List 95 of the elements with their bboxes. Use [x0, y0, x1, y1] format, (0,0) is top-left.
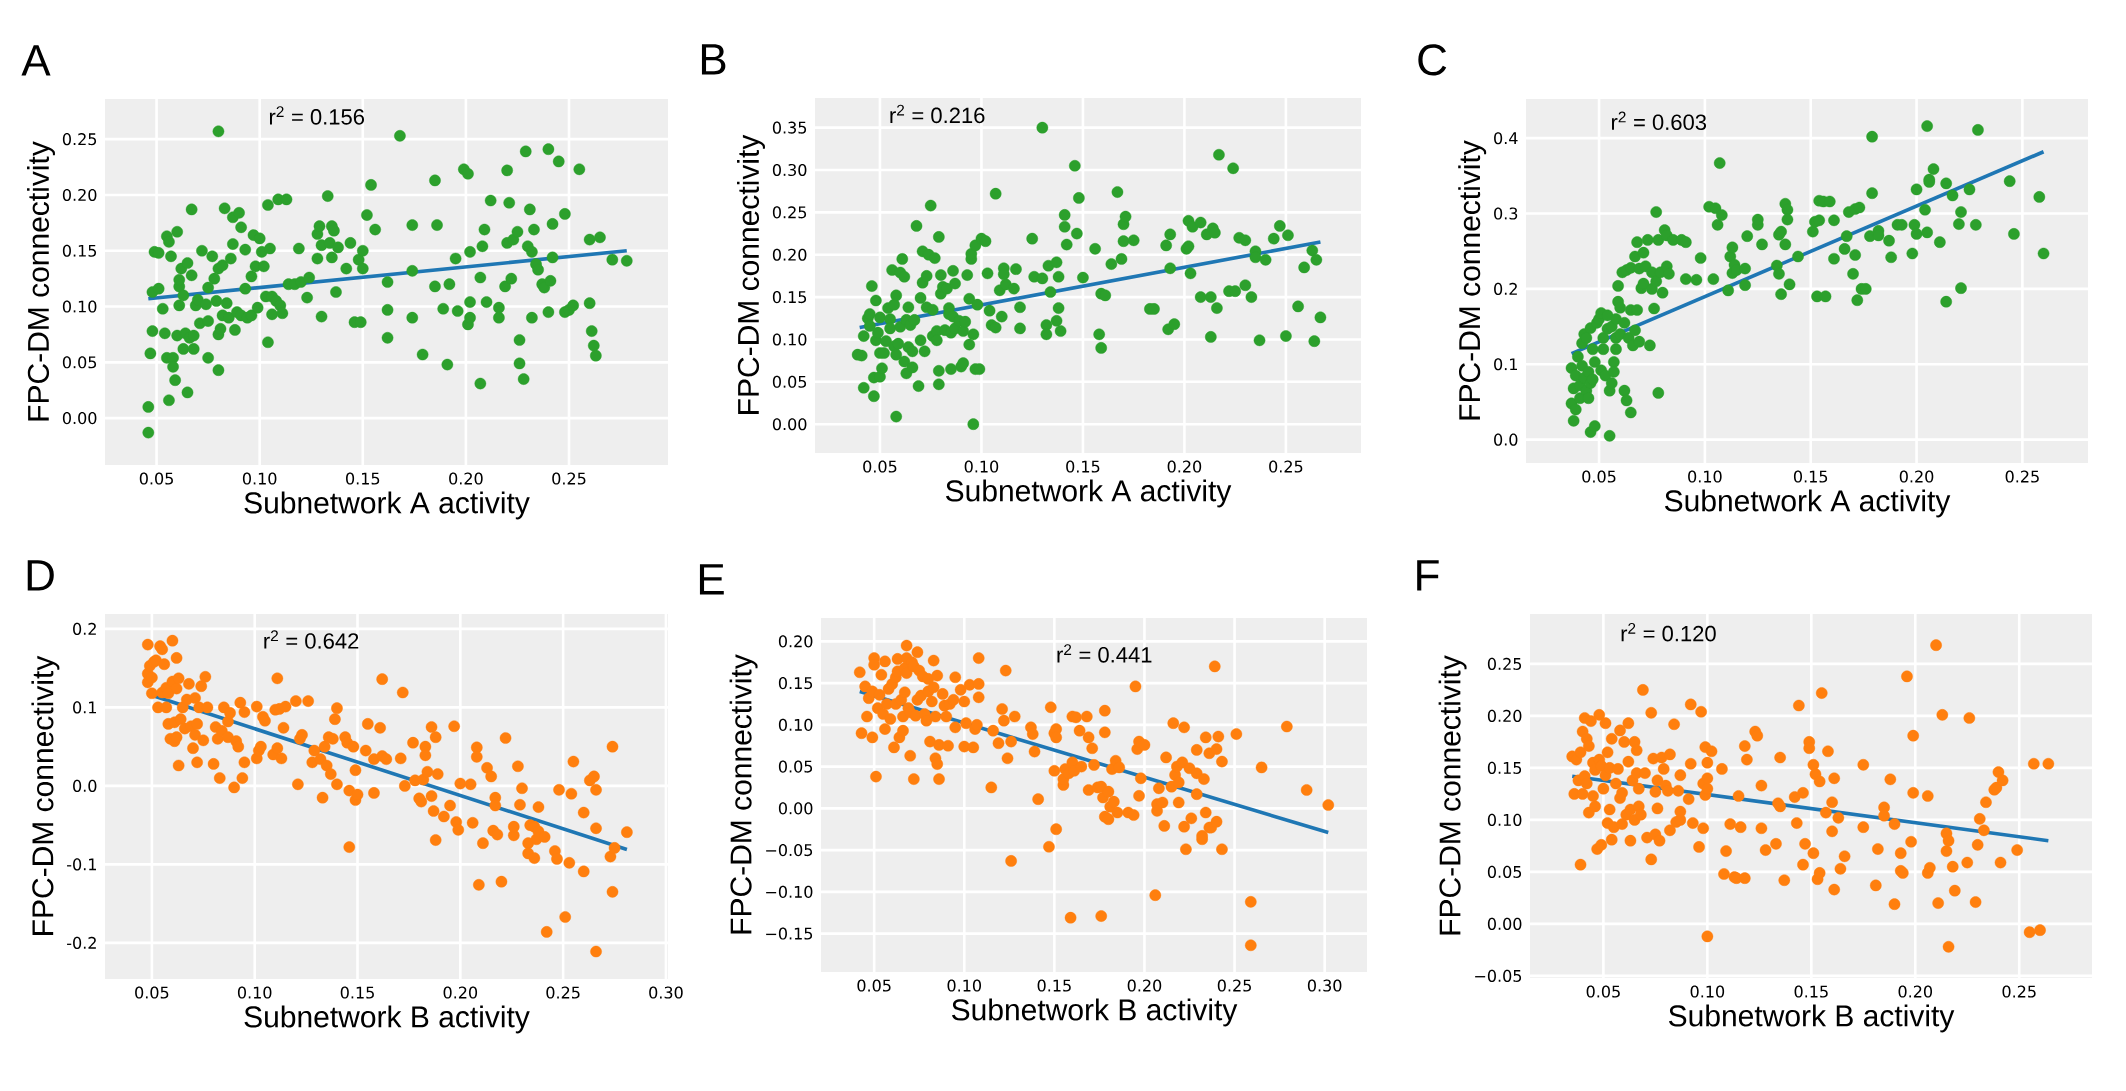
chart-title: C	[1418, 44, 1447, 76]
x-tick-label: 0.15	[1066, 460, 1100, 473]
x-tick-label: 0.15	[346, 472, 380, 485]
y-axis-title: FPC-DM connectivity	[737, 134, 765, 414]
y-tick-label: 0.10	[62, 300, 97, 313]
x-tick-label: 0.20	[443, 986, 478, 999]
chart-title: A	[21, 45, 51, 76]
y-tick-label: 0.0	[1494, 433, 1518, 446]
chart-title: D	[27, 560, 54, 591]
x-tick-label: 0.20	[1899, 470, 1934, 483]
y-tick-label: 0.15	[1487, 761, 1522, 774]
y-tick-label: 0.4	[1494, 132, 1518, 145]
y-tick-label: 0.05	[772, 375, 807, 388]
y-tick-label: 0.25	[1487, 657, 1522, 670]
y-tick-label: 0.15	[62, 244, 97, 257]
y-axis-title: FPC-DM connectivity	[1458, 140, 1487, 420]
y-tick-label: 0.05	[778, 760, 813, 773]
y-tick-label: 0.15	[778, 677, 813, 690]
x-tick-label: 0.05	[135, 986, 169, 999]
y-tick-label: 0.00	[62, 412, 97, 425]
x-tick-label: 0.10	[1688, 470, 1722, 483]
x-tick-label: 0.20	[449, 472, 483, 485]
x-tick-label: 0.30	[1307, 979, 1342, 992]
y-tick-label: 0.15	[772, 291, 807, 304]
x-tick-label: 0.15	[1037, 979, 1071, 992]
y-axis-title: FPC-DM connectivity	[1438, 655, 1467, 935]
y-tick-label: 0.25	[772, 206, 807, 219]
x-axis-title: Subnetwork A activity	[1664, 489, 1951, 518]
y-tick-label: 0.20	[1487, 709, 1522, 722]
y-tick-label: 0.10	[778, 718, 813, 731]
y-tick-label: 0.20	[772, 248, 807, 261]
x-tick-label: 0.05	[857, 979, 891, 992]
y-tick-label: 0.05	[62, 356, 97, 369]
x-tick-label: 0.25	[552, 472, 586, 485]
x-tick-label: 0.05	[1582, 470, 1616, 483]
y-tick-label: 0.20	[62, 188, 97, 201]
annotation: r$^{2}$ = 0.441	[1057, 644, 1152, 663]
x-axis-title: Subnetwork B activity	[1668, 1004, 1955, 1033]
y-tick-label: 0.2	[1494, 282, 1517, 295]
x-tick-label: 0.10	[964, 460, 999, 473]
x-tick-label: 0.25	[1217, 979, 1251, 992]
x-tick-label: 0.20	[1127, 979, 1162, 992]
x-tick-label: 0.20	[1898, 985, 1933, 998]
x-axis-title: Subnetwork A activity	[945, 479, 1232, 508]
y-tick-label: -0.1	[67, 858, 96, 871]
annotation: r$^{2}$ = 0.603	[1611, 111, 1707, 131]
x-axis-title: Subnetwork A activity	[244, 491, 530, 520]
x-tick-label: 0.25	[2005, 470, 2039, 483]
y-tick-label: −0.10	[766, 885, 813, 898]
chart-title: B	[701, 44, 726, 75]
chart-title: F	[1417, 560, 1439, 591]
x-tick-label: 0.10	[242, 472, 277, 485]
y-tick-label: 0.35	[772, 121, 807, 134]
x-tick-label: 0.15	[1794, 985, 1828, 998]
y-axis-title: FPC-DM connectivity	[27, 141, 55, 421]
x-tick-label: 0.05	[1586, 985, 1620, 998]
x-tick-label: 0.10	[237, 986, 272, 999]
y-tick-label: 0.1	[1494, 358, 1517, 371]
y-tick-label: 0.20	[778, 635, 813, 648]
x-tick-label: 0.20	[1167, 460, 1202, 473]
annotation: r$^{2}$ = 0.120	[1621, 622, 1716, 642]
y-tick-label: 0.00	[772, 418, 807, 431]
y-tick-label: 0.10	[772, 333, 807, 346]
x-tick-label: 0.25	[1269, 460, 1303, 473]
annotation: r$^{2}$ = 0.216	[890, 104, 985, 124]
x-tick-label: 0.25	[2002, 985, 2036, 998]
x-tick-label: 0.10	[947, 979, 982, 992]
x-axis-title: Subnetwork B activity	[244, 1005, 530, 1034]
y-axis-title: FPC-DM connectivity	[31, 655, 60, 935]
y-tick-label: 0.2	[73, 622, 96, 635]
x-tick-label: 0.30	[649, 986, 683, 999]
y-tick-label: −0.15	[766, 927, 813, 940]
y-tick-label: −0.05	[1475, 969, 1522, 982]
x-tick-label: 0.05	[863, 460, 897, 473]
x-tick-label: 0.15	[340, 986, 374, 999]
y-tick-label: −0.05	[766, 844, 813, 857]
y-tick-label: 0.00	[1487, 917, 1522, 930]
x-tick-label: 0.05	[139, 472, 173, 485]
y-tick-label: -0.2	[67, 936, 96, 949]
y-tick-label: 0.00	[778, 802, 813, 815]
y-tick-label: 0.0	[73, 779, 97, 792]
x-axis-title: Subnetwork B activity	[951, 998, 1238, 1027]
y-tick-label: 0.05	[1487, 865, 1522, 878]
chart-title: E	[699, 564, 724, 595]
x-tick-label: 0.10	[1690, 985, 1725, 998]
y-tick-label: 0.1	[73, 701, 96, 714]
y-tick-label: 0.10	[1487, 813, 1522, 826]
y-axis-title: FPC-DM connectivity	[729, 654, 758, 934]
annotation: r$^{2}$ = 0.642	[264, 630, 359, 649]
x-tick-label: 0.25	[546, 986, 580, 999]
x-tick-label: 0.15	[1793, 470, 1828, 483]
y-tick-label: 0.25	[62, 133, 97, 146]
y-tick-label: 0.3	[1494, 207, 1518, 220]
y-tick-label: 0.30	[772, 163, 807, 177]
annotation: r$^{2}$ = 0.156	[269, 106, 365, 125]
